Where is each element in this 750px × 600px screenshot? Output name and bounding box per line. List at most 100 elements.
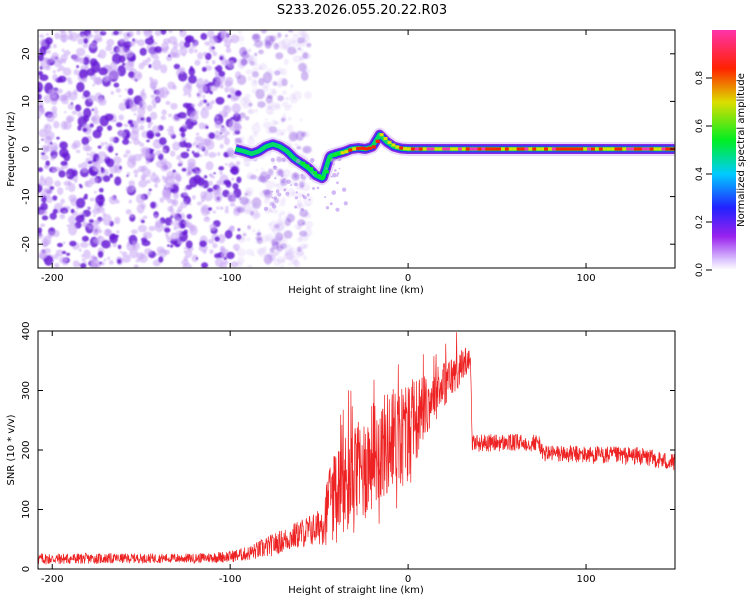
snr-y-tick-label: 200 [21,440,32,459]
ridge-core-cell [653,147,658,151]
ridge-stray-point [300,176,303,179]
ridge-core-cell [301,161,306,165]
noise-speckle [219,171,223,175]
noise-speckle [249,134,254,140]
noise-speckle [245,187,254,196]
noise-speckle [116,46,126,55]
noise-speckle [236,176,242,184]
noise-speckle [146,139,150,143]
colorbar-gradient [712,30,736,270]
noise-speckle [179,30,187,38]
noise-speckle [97,54,101,58]
noise-speckle [108,260,114,265]
noise-speckle [41,196,47,203]
noise-speckle [282,90,287,95]
ridge-stray-point [330,175,333,178]
noise-speckle [229,202,236,207]
noise-speckle [226,251,235,260]
noise-speckle [86,152,90,156]
noise-speckle [267,168,274,176]
ridge-core-cell [348,148,353,152]
noise-speckle [189,165,193,169]
noise-speckle [179,71,184,75]
noise-speckle [266,99,275,108]
noise-speckle [271,119,277,126]
noise-speckle [188,47,194,54]
noise-speckle [45,196,53,204]
snr-x-tick-label: 0 [405,574,411,585]
noise-speckle [133,71,143,81]
ridge-stray-point [300,173,304,177]
noise-speckle [59,256,67,264]
noise-speckle [41,215,49,221]
noise-speckle [288,262,292,266]
noise-speckle [57,242,63,248]
noise-speckle [304,221,314,229]
noise-speckle [91,160,101,172]
noise-speckle [97,250,104,258]
noise-speckle [292,90,302,101]
ridge-stray-point [325,206,330,210]
noise-speckle [52,73,58,82]
noise-speckle [268,237,272,241]
ridge-core-cell [309,167,314,171]
noise-speckle [183,187,187,191]
noise-speckle [219,143,224,149]
noise-speckle [170,221,175,226]
noise-speckle [268,208,273,213]
noise-speckle [239,96,248,106]
noise-speckle [148,225,156,232]
noise-speckle [277,249,282,254]
noise-speckle [149,76,153,81]
noise-speckle [75,197,86,209]
noise-speckle [186,148,190,152]
noise-speckle [145,179,151,184]
noise-speckle [38,71,43,76]
ridge-stray-point [301,184,304,187]
noise-speckle [142,231,153,239]
noise-speckle [151,98,158,106]
snr-y-tick-label: 400 [21,321,32,340]
noise-speckle [128,71,135,78]
noise-speckle [59,141,68,150]
ridge-core-cell [364,147,368,151]
noise-speckle [40,175,44,181]
noise-speckle [272,250,277,254]
noise-speckle [178,160,184,167]
noise-speckle [209,90,213,95]
noise-speckle [266,253,275,263]
noise-speckle [152,125,160,134]
noise-speckle [137,224,148,233]
noise-speckle [172,141,181,151]
noise-speckle [138,179,148,188]
noise-speckle [284,96,290,101]
noise-speckle [296,192,303,199]
ridge-stray-point [295,158,301,164]
ridge-stray-point [309,177,312,180]
noise-speckle [251,253,255,257]
noise-speckle [183,84,192,95]
noise-speckle [39,209,48,216]
heatmap-x-tick-label: -100 [219,273,242,284]
noise-speckle [216,206,219,210]
noise-speckle [170,150,176,157]
noise-speckle [154,46,162,54]
noise-speckle [188,67,196,76]
noise-speckle [60,120,68,130]
noise-speckle [73,69,80,76]
noise-speckle [121,251,128,257]
noise-speckle [145,159,150,165]
ridge-core-cell [591,147,595,151]
noise-speckle [78,248,82,252]
noise-speckle [228,39,233,43]
noise-speckle [71,110,78,115]
noise-speckle [292,33,300,39]
ridge-stray-point [271,190,274,193]
noise-speckle [201,200,204,203]
noise-speckle [193,174,202,184]
ridge-stray-point [334,169,337,172]
noise-speckle [50,55,56,60]
snr-series-line [38,332,675,565]
noise-speckle [225,60,231,66]
noise-speckle [284,34,289,38]
